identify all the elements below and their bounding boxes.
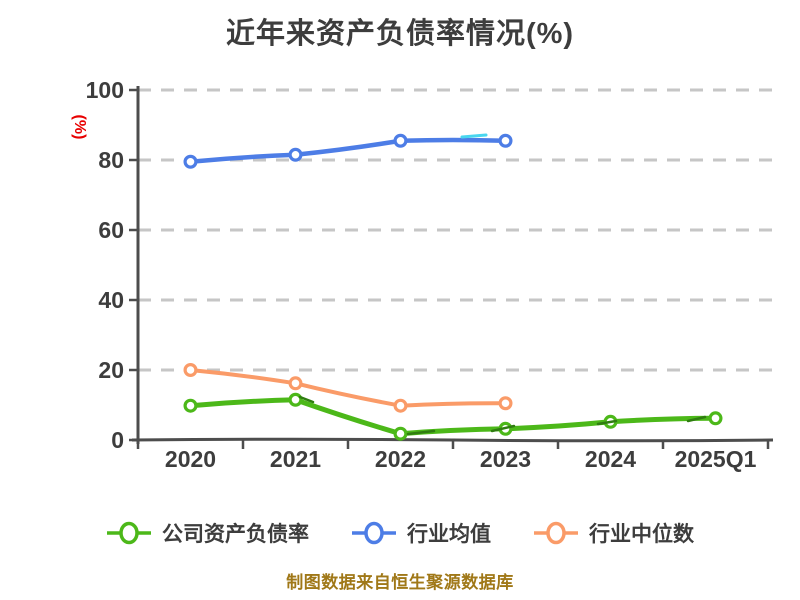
legend-item-2: 行业中位数 — [533, 518, 694, 548]
x-tick-label-2024: 2024 — [585, 446, 636, 472]
sketch-artifact-2 — [490, 424, 516, 433]
legend-label: 行业中位数 — [589, 523, 694, 546]
data-point-行业均值-2021 — [288, 147, 303, 162]
x-tick-label-2021: 2021 — [270, 446, 321, 472]
y-tick-label-60: 60 — [98, 217, 124, 243]
data-point-行业均值-2020 — [183, 154, 198, 169]
legend-marker-icon — [107, 521, 151, 545]
x-tick-label-2023: 2023 — [480, 446, 531, 472]
x-tick-label-2020: 2020 — [165, 446, 216, 472]
data-point-行业均值-2022 — [393, 133, 408, 148]
data-point-公司资产负债率-2022 — [393, 426, 408, 441]
y-tick-label-100: 100 — [86, 77, 124, 103]
data-point-公司资产负债率-2020 — [183, 398, 198, 413]
data-point-行业中位数-2023 — [498, 396, 513, 411]
legend-item-0: 公司资产负债率 — [106, 518, 309, 548]
chart-title: 近年来资产负债率情况(%) — [225, 18, 575, 50]
data-point-行业中位数-2021 — [288, 376, 303, 391]
y-tick-label-40: 40 — [98, 287, 124, 313]
data-point-公司资产负债率-2021 — [288, 392, 303, 407]
data-point-行业中位数-2022 — [393, 398, 408, 413]
sketch-artifact-3 — [596, 419, 618, 426]
series-line-公司资产负债率 — [188, 397, 718, 437]
legend-item-1: 行业均值 — [351, 518, 491, 548]
x-tick-label-2022: 2022 — [375, 446, 426, 472]
sketch-artifact-1 — [406, 429, 436, 436]
legend-label: 行业均值 — [407, 523, 491, 546]
y-tick-label-0: 0 — [111, 427, 124, 453]
series-line-行业中位数 — [188, 368, 508, 408]
chart-footer: 制图数据来自恒生聚源数据库 — [286, 573, 514, 592]
legend: 公司资产负债率 行业均值 行业中位数 — [0, 518, 800, 548]
y-tick-label-20: 20 — [98, 357, 124, 383]
sketch-artifact-0 — [298, 395, 315, 404]
series-line-行业均值 — [188, 137, 508, 164]
legend-marker-icon — [352, 521, 396, 545]
sketch-artifact-5 — [460, 133, 488, 139]
legend-marker-icon — [534, 521, 578, 545]
legend-label: 公司资产负债率 — [162, 523, 309, 546]
y-tick-label-80: 80 — [98, 147, 124, 173]
data-point-公司资产负债率-2025Q1 — [708, 411, 723, 426]
x-tick-label-2025Q1: 2025Q1 — [675, 446, 757, 472]
sketch-artifact-4 — [686, 415, 707, 423]
data-point-行业中位数-2020 — [183, 363, 198, 378]
data-point-行业均值-2023 — [498, 133, 513, 148]
